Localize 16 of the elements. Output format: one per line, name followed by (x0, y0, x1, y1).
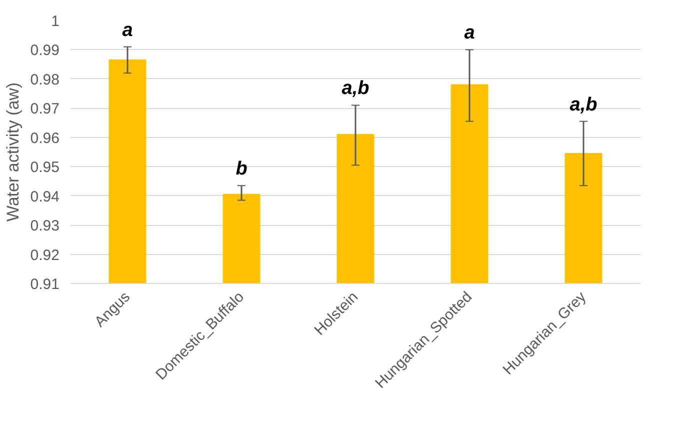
y-tick-label: 0.92 (30, 246, 60, 264)
y-tick-label: 1 (51, 13, 60, 30)
y-tick-label: 0.99 (30, 42, 60, 60)
y-axis-title: Water activity (aw) (3, 82, 22, 222)
y-tick-label: 0.95 (30, 159, 60, 176)
y-tick-label: 0.93 (30, 218, 60, 235)
y-tick-label: 0.94 (30, 188, 60, 206)
annotation: a (122, 20, 134, 41)
y-tick-label: 0.98 (30, 71, 60, 88)
y-tick-label: 0.96 (30, 130, 60, 147)
y-tick-label: 0.97 (30, 100, 60, 118)
annotation: a (464, 22, 476, 44)
annotation: a,b (570, 94, 598, 116)
annotation: a,b (342, 78, 370, 100)
y-tick-label: 0.91 (30, 276, 60, 293)
annotation: b (236, 158, 248, 180)
